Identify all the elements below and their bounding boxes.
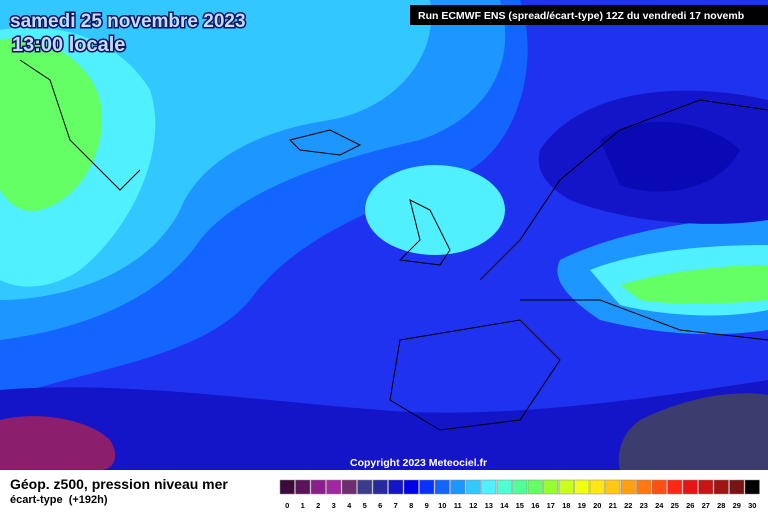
scale-label: 11 (454, 501, 462, 510)
scale-swatch (636, 479, 652, 495)
scale-label: 17 (547, 501, 555, 510)
scale-label: 1 (301, 501, 305, 510)
scale-swatch (326, 479, 342, 495)
scale-label: 2 (316, 501, 320, 510)
spread-area (0, 416, 116, 470)
run-info: Run ECMWF ENS (spread/écart-type) 12Z du… (418, 10, 744, 22)
scale-swatch (729, 479, 745, 495)
scale-swatch (744, 479, 760, 495)
scale-label: 30 (748, 501, 756, 510)
scale-label: 15 (516, 501, 524, 510)
scale-swatch (341, 479, 357, 495)
coastlines (19, 59, 768, 431)
scale-swatch (450, 479, 466, 495)
map-date: samedi 25 novembre 2023 (10, 11, 246, 32)
scale-label: 27 (702, 501, 710, 510)
scale-swatch (465, 479, 481, 495)
scale-label: 0 (285, 501, 289, 510)
spread-area (0, 380, 768, 470)
scale-label: 19 (578, 501, 586, 510)
footer-subtitle: écart-type (+192h) (10, 494, 108, 506)
spread-area (618, 393, 768, 470)
scale-label: 7 (394, 501, 398, 510)
scale-label: 24 (655, 501, 664, 510)
scale-swatch (403, 479, 419, 495)
scale-swatch (698, 479, 714, 495)
scale-swatch (574, 479, 590, 495)
scale-label: 25 (671, 501, 679, 510)
scale-swatch (481, 479, 497, 495)
run-box (410, 5, 768, 25)
scale-swatch (620, 479, 636, 495)
scale-label: 28 (717, 501, 725, 510)
scale-swatch (295, 479, 311, 495)
scale-swatch (512, 479, 528, 495)
scale-label: 26 (686, 501, 694, 510)
copyright: Copyright 2023 Meteociel.fr (350, 457, 487, 469)
scale-label: 10 (438, 501, 446, 510)
scale-label: 4 (347, 501, 352, 510)
scale-label: 21 (609, 501, 617, 510)
color-scale: 0 1 2 3 4 5 6 7 8 9 10 11 12 13 14 15 16 17 18 19 20 21 22 23 24… (279, 479, 760, 510)
scale-swatch (388, 479, 404, 495)
scale-swatch (434, 479, 450, 495)
scale-label: 23 (640, 501, 648, 510)
scale-swatch (419, 479, 435, 495)
scale-label: 20 (593, 501, 601, 510)
scale-label: 29 (733, 501, 741, 510)
spread-area (600, 121, 740, 192)
scale-label: 6 (378, 501, 382, 510)
scale-label: 22 (624, 501, 632, 510)
scale-swatch (605, 479, 621, 495)
scale-swatch (667, 479, 683, 495)
scale-label: 18 (562, 501, 570, 510)
scale-label: 8 (409, 501, 413, 510)
scale-swatch (279, 479, 295, 495)
map-time: 13:00 locale (12, 34, 125, 56)
scale-label: 13 (485, 501, 493, 510)
scale-label: 5 (363, 501, 367, 510)
scale-label: 16 (531, 501, 539, 510)
scale-swatch (372, 479, 388, 495)
scale-swatch (357, 479, 373, 495)
scale-label: 14 (500, 501, 509, 510)
spread-area (365, 165, 505, 255)
scale-label: 12 (469, 501, 477, 510)
scale-swatch (713, 479, 729, 495)
scale-swatch (589, 479, 605, 495)
scale-swatch (527, 479, 543, 495)
footer-title: Géop. z500, pression niveau mer (10, 476, 228, 492)
scale-swatch (310, 479, 326, 495)
scale-label: 3 (332, 501, 336, 510)
scale-swatch (496, 479, 512, 495)
scale-label: 9 (425, 501, 429, 510)
scale-swatch (558, 479, 574, 495)
scale-swatch (682, 479, 698, 495)
scale-swatch (543, 479, 559, 495)
spread-area (620, 265, 768, 304)
spread-area (0, 38, 102, 211)
scale-swatch (651, 479, 667, 495)
